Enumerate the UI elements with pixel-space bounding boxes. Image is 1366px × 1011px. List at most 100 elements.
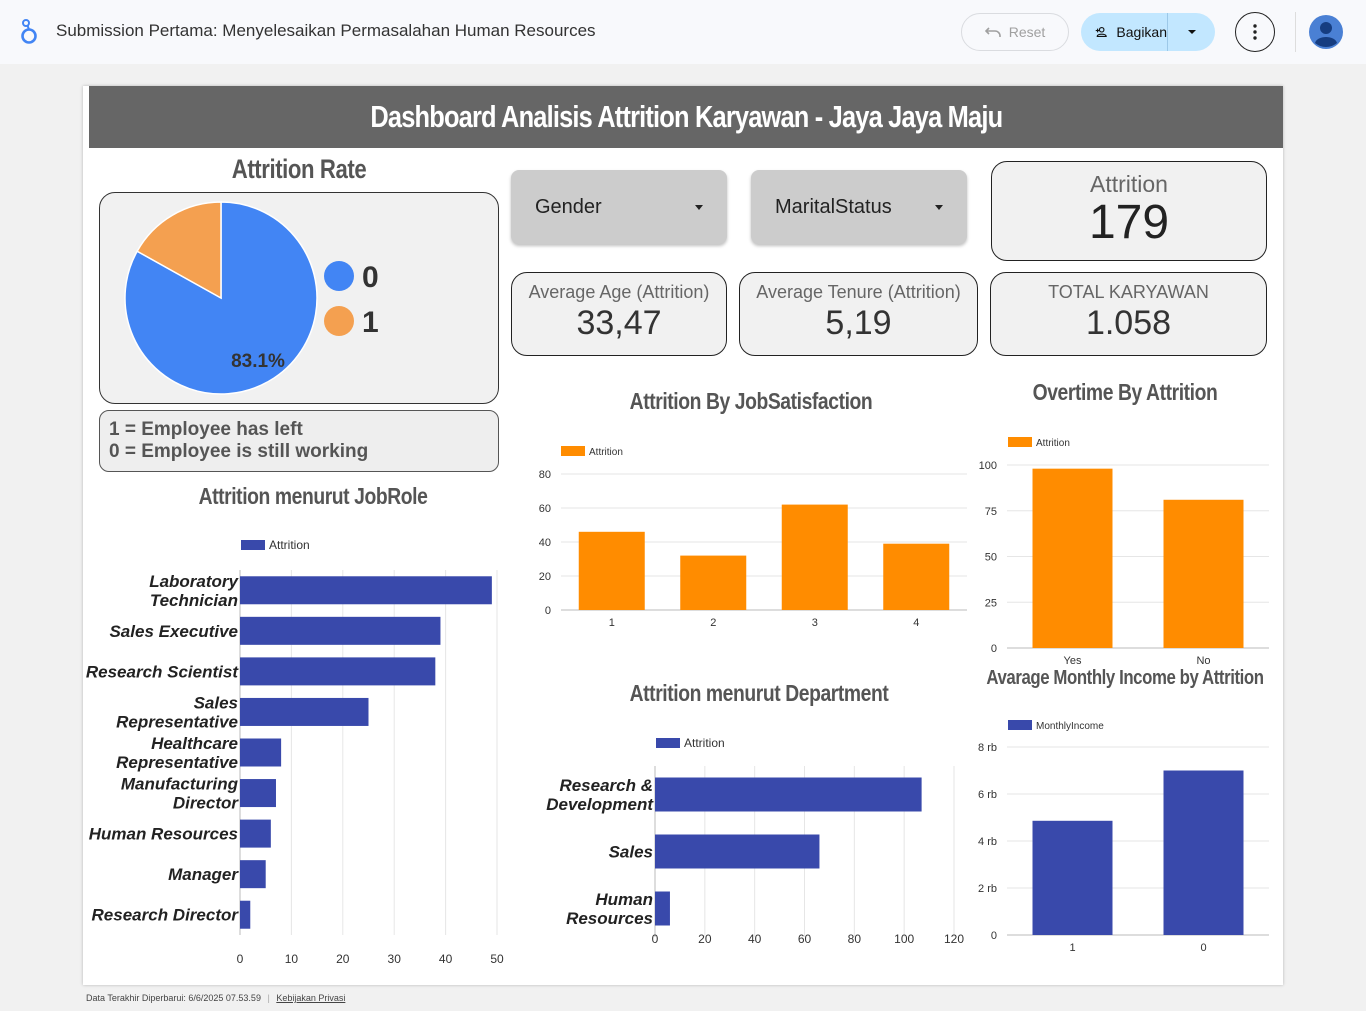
category-label: Sales [194, 693, 238, 712]
x-tick-label: 120 [944, 932, 964, 946]
x-tick-label: 30 [388, 952, 402, 966]
bar-Sales Executive [240, 616, 441, 645]
category-label: Sales Executive [109, 622, 238, 641]
dropdown-arrow-icon [695, 204, 703, 210]
category-label: Representative [116, 753, 238, 772]
x-tick-label: 1 [609, 617, 615, 629]
y-tick-label: 8 rb [978, 742, 997, 754]
x-tick-label: 100 [894, 932, 914, 946]
x-tick-label: 10 [285, 952, 299, 966]
x-tick-label: 60 [798, 932, 812, 946]
x-tick-label: 1 [1069, 942, 1075, 954]
looker-studio-logo-icon[interactable] [18, 18, 40, 46]
bar-No [1163, 499, 1244, 648]
jobsatisfaction-title: Attrition By JobSatisfaction [629, 388, 873, 414]
kpi-average-tenure: Average Tenure (Attrition) 5,19 [739, 272, 978, 356]
y-tick-label: 60 [539, 503, 551, 515]
x-tick-label: 40 [748, 932, 762, 946]
dashboard-header: Dashboard Analisis Attrition Karyawan - … [89, 86, 1283, 148]
x-tick-label: 20 [698, 932, 712, 946]
overtime-title: Overtime By Attrition [1032, 379, 1218, 405]
legend-label: MonthlyIncome [1036, 721, 1104, 732]
y-tick-label: 0 [991, 643, 997, 655]
x-tick-label: 2 [710, 617, 716, 629]
x-tick-label: 0 [652, 932, 659, 946]
account-avatar-icon[interactable] [1309, 15, 1343, 49]
department-title: Attrition menurut Department [629, 680, 889, 706]
category-label: Manufacturing [121, 775, 239, 794]
footer-divider: | [267, 993, 270, 1003]
bar-Sales [655, 834, 820, 869]
legend-label: Attrition [269, 538, 310, 552]
legend-label: Attrition [589, 447, 623, 458]
undo-icon [984, 27, 1001, 37]
reset-button[interactable]: Reset [961, 13, 1069, 51]
category-label: Research Director [92, 906, 240, 925]
jobrole-title: Attrition menurut JobRole [198, 483, 428, 509]
legend-note-line-2: 0 = Employee is still working [109, 441, 369, 462]
legend-label: Attrition [1036, 438, 1070, 449]
bar-Manager [240, 860, 266, 889]
top-bar: Submission Pertama: Menyelesaikan Permas… [0, 0, 1366, 64]
y-tick-label: 40 [539, 537, 551, 549]
bar-Research Director [240, 900, 251, 929]
bar-Human Resources [240, 819, 271, 848]
kpi-average-tenure-label: Average Tenure (Attrition) [756, 282, 961, 302]
footer: Data Terakhir Diperbarui: 6/6/2025 07.53… [86, 993, 345, 1003]
kpi-attrition: Attrition 179 [991, 161, 1267, 261]
kpi-attrition-value: 179 [1088, 196, 1170, 249]
pie-slice-0 [124, 201, 318, 395]
x-tick-label: No [1196, 655, 1210, 667]
attrition-rate-pie-chart: 83.1% 0 1 [124, 201, 379, 395]
y-tick-label: 25 [985, 597, 997, 609]
gender-filter[interactable]: Gender [511, 170, 727, 244]
report-title: Submission Pertama: Menyelesaikan Permas… [56, 21, 596, 40]
y-tick-label: 0 [545, 605, 551, 617]
more-options-button[interactable] [1235, 12, 1275, 52]
bar-Research Scientist [240, 657, 436, 686]
category-label: Director [173, 794, 240, 813]
legend-note-line-1: 1 = Employee has left [109, 419, 303, 440]
caret-down-icon [1187, 30, 1196, 34]
y-tick-label: 2 rb [978, 883, 997, 895]
pie-data-label: 83.1% [231, 351, 285, 372]
legend-label: Attrition [684, 736, 725, 750]
person-add-icon [1095, 26, 1107, 38]
kpi-average-age-label: Average Age (Attrition) [528, 282, 710, 302]
bar-Yes [1032, 468, 1113, 648]
category-label: Resources [566, 909, 653, 928]
bar-1 [578, 531, 645, 610]
bar-1 [1032, 820, 1113, 935]
share-dropdown-button[interactable] [1168, 29, 1215, 35]
category-label: Development [546, 795, 654, 814]
more-vert-icon [1253, 24, 1257, 40]
category-label: Manager [168, 865, 239, 884]
kpi-average-age: Average Age (Attrition) 33,47 [511, 272, 727, 356]
gender-filter-label: Gender [535, 195, 602, 218]
x-tick-label: 4 [913, 617, 919, 629]
kpi-total-karyawan: TOTAL KARYAWAN 1.058 [990, 272, 1267, 356]
category-label: Human Resources [89, 825, 238, 844]
category-label: Research Scientist [86, 662, 239, 681]
last-updated: Data Terakhir Diperbarui: 6/6/2025 07.53… [86, 993, 261, 1003]
y-tick-label: 4 rb [978, 836, 997, 848]
share-button[interactable]: Bagikan [1081, 13, 1168, 51]
share-label: Bagikan [1116, 24, 1167, 40]
y-tick-label: 20 [539, 571, 551, 583]
category-label: Healthcare [151, 734, 238, 753]
privacy-policy-link[interactable]: Kebijakan Privasi [276, 993, 346, 1003]
y-tick-label: 80 [539, 469, 551, 481]
bar-Human Resources [655, 891, 670, 926]
category-label: Research & [559, 776, 653, 795]
bar-Research & Development [655, 777, 922, 812]
category-label: Laboratory [149, 572, 239, 591]
y-tick-label: 75 [985, 506, 997, 518]
x-tick-label: 50 [490, 952, 504, 966]
pie-chart-card: 83.1% 0 1 [99, 192, 499, 404]
x-tick-label: 20 [336, 952, 350, 966]
report-canvas: Dashboard Analisis Attrition Karyawan - … [83, 86, 1283, 985]
marital-status-filter[interactable]: MaritalStatus [751, 170, 967, 244]
kpi-average-tenure-value: 5,19 [825, 304, 892, 342]
category-label: Technician [150, 591, 238, 610]
y-tick-label: 6 rb [978, 789, 997, 801]
